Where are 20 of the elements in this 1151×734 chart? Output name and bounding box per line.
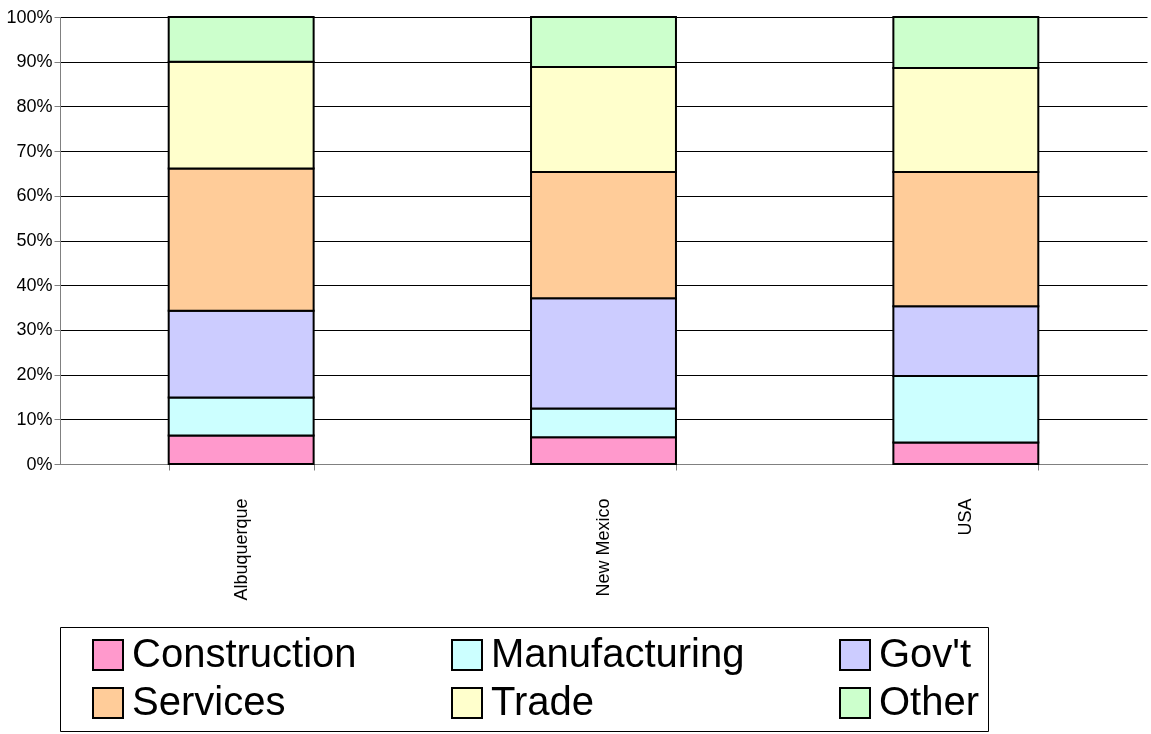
y-tick-label: 70% xyxy=(16,140,53,161)
y-tick-label: 100% xyxy=(6,6,53,27)
y-tick-label: 90% xyxy=(16,51,53,72)
legend-label: Other xyxy=(879,679,980,723)
legend-label: Gov't xyxy=(879,631,972,675)
y-tick-label: 60% xyxy=(16,185,53,206)
y-tick-label: 80% xyxy=(16,95,53,116)
y-tick-label: 20% xyxy=(16,364,53,385)
legend-label: Construction xyxy=(132,631,357,675)
y-tick-label: 10% xyxy=(16,408,53,429)
x-tick-label: Albuquerque xyxy=(230,498,251,601)
legend-label: Services xyxy=(132,679,286,723)
y-tick-label: 40% xyxy=(16,274,53,295)
y-tick-label: 30% xyxy=(16,319,53,340)
x-tick-label: USA xyxy=(955,498,976,536)
y-tick-label: 50% xyxy=(16,230,53,250)
legend-label: Manufacturing xyxy=(491,631,745,675)
y-tick-label: 0% xyxy=(26,453,53,474)
x-tick-label: New Mexico xyxy=(593,498,613,597)
legend-label: Trade xyxy=(491,679,595,723)
